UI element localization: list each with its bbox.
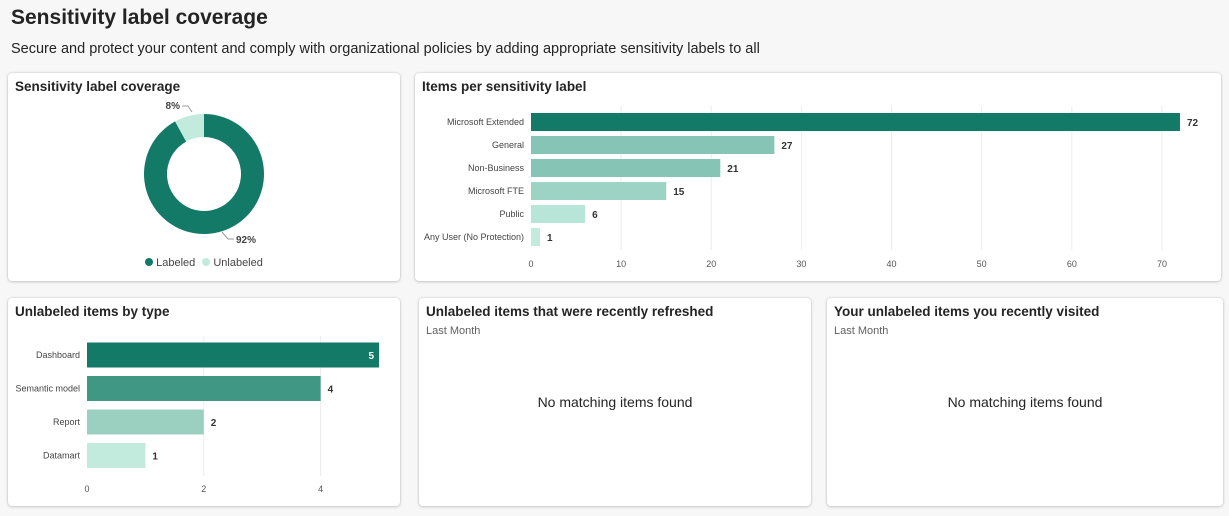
card-title: Your unlabeled items you recently visite…	[834, 304, 1100, 319]
data-label: 6	[592, 210, 598, 221]
bar-any-user-no-protection-[interactable]	[531, 228, 541, 246]
card-title: Sensitivity label coverage	[15, 79, 181, 94]
bar-report[interactable]	[87, 409, 204, 435]
category-label: Datamart	[43, 451, 81, 461]
bar-semantic-model[interactable]	[87, 376, 321, 401]
bar-non-business[interactable]	[531, 159, 721, 177]
card-title: Unlabeled items that were recently refre…	[426, 304, 714, 319]
donut-slice-labeled[interactable]	[143, 114, 264, 235]
category-label: Semantic model	[15, 384, 80, 394]
period-label: Last Month	[426, 325, 481, 337]
label-leader-line	[221, 231, 234, 240]
x-tick-label: 0	[528, 259, 533, 269]
category-label: Public	[499, 209, 524, 219]
card-title: Items per sensitivity label	[422, 79, 587, 94]
recently-refreshed-card[interactable]: Unlabeled items that were recently refre…	[419, 298, 811, 506]
x-tick-label: 30	[796, 259, 806, 269]
slice-label-labeled: 92%	[236, 235, 256, 246]
legend-label: Labeled	[156, 257, 196, 269]
category-label: Dashboard	[36, 350, 80, 360]
items-per-label-card[interactable]: Items per sensitivity label 0 10 20 30 40 50 6…	[415, 73, 1221, 281]
legend-dot	[145, 258, 154, 266]
items-per-label-chart[interactable]: 0 10 20 30 40 50 60 70 Microsoft Extended 72 Gener…	[415, 73, 1221, 281]
recently-visited-card[interactable]: Your unlabeled items you recently visite…	[827, 298, 1223, 506]
x-tick-label: 70	[1157, 259, 1167, 269]
category-label: Microsoft FTE	[468, 186, 524, 196]
empty-state-message: No matching items found	[947, 394, 1103, 410]
coverage-card[interactable]: Sensitivity label coverage 8% 92% Labeled…	[8, 73, 400, 281]
period-label: Last Month	[834, 325, 889, 337]
legend-dot	[202, 258, 211, 266]
data-label: 15	[673, 187, 685, 198]
data-label: 21	[727, 164, 739, 175]
legend-label: Unlabeled	[213, 257, 263, 269]
unlabeled-by-type-chart[interactable]: 0 2 4 Dashboard 5 Semantic model 4 Report 2 Datam…	[8, 298, 400, 506]
category-label: Any User (No Protection)	[424, 232, 524, 242]
bar-datamart[interactable]	[87, 443, 146, 468]
category-label: Non-Business	[468, 163, 525, 173]
unlabeled-by-type-card[interactable]: Unlabeled items by type 0 2 4 Dashboard 5 Sem…	[8, 298, 400, 506]
bar-public[interactable]	[531, 205, 586, 223]
x-tick-label: 60	[1067, 259, 1077, 269]
x-tick-label: 40	[887, 259, 897, 269]
chart-legend: Labeled Unlabeled	[8, 257, 400, 269]
donut-slice-unlabeled[interactable]	[175, 114, 204, 142]
category-label: Report	[53, 417, 81, 427]
x-tick-label: 20	[706, 259, 716, 269]
category-label: General	[492, 140, 524, 150]
category-label: Microsoft Extended	[447, 117, 524, 127]
card-title: Unlabeled items by type	[15, 304, 170, 319]
bar-general[interactable]	[531, 136, 775, 154]
data-label: 72	[1187, 118, 1199, 129]
data-label: 5	[368, 351, 374, 362]
slice-label-unlabeled: 8%	[166, 101, 181, 112]
data-label: 27	[781, 141, 793, 152]
data-label: 2	[211, 418, 217, 429]
page-subtitle: Secure and protect your content and comp…	[11, 41, 760, 57]
legend-item-labeled[interactable]: Labeled	[145, 257, 198, 269]
bar-microsoft-extended[interactable]	[531, 113, 1180, 131]
x-tick-label: 0	[84, 484, 89, 494]
bar-dashboard[interactable]	[87, 342, 379, 368]
empty-state-message: No matching items found	[537, 394, 693, 410]
page-title: Sensitivity label coverage	[11, 6, 268, 29]
coverage-donut-chart[interactable]: 8% 92%	[8, 93, 400, 273]
data-label: 1	[547, 233, 553, 244]
x-tick-label: 50	[977, 259, 987, 269]
bar-microsoft-fte[interactable]	[531, 182, 667, 200]
label-leader-line	[182, 105, 193, 113]
x-tick-label: 2	[201, 484, 206, 494]
x-tick-label: 10	[616, 259, 626, 269]
legend-item-unlabeled[interactable]: Unlabeled	[202, 257, 263, 269]
x-tick-label: 4	[318, 484, 323, 494]
data-label: 4	[328, 385, 334, 396]
data-label: 1	[152, 452, 158, 463]
